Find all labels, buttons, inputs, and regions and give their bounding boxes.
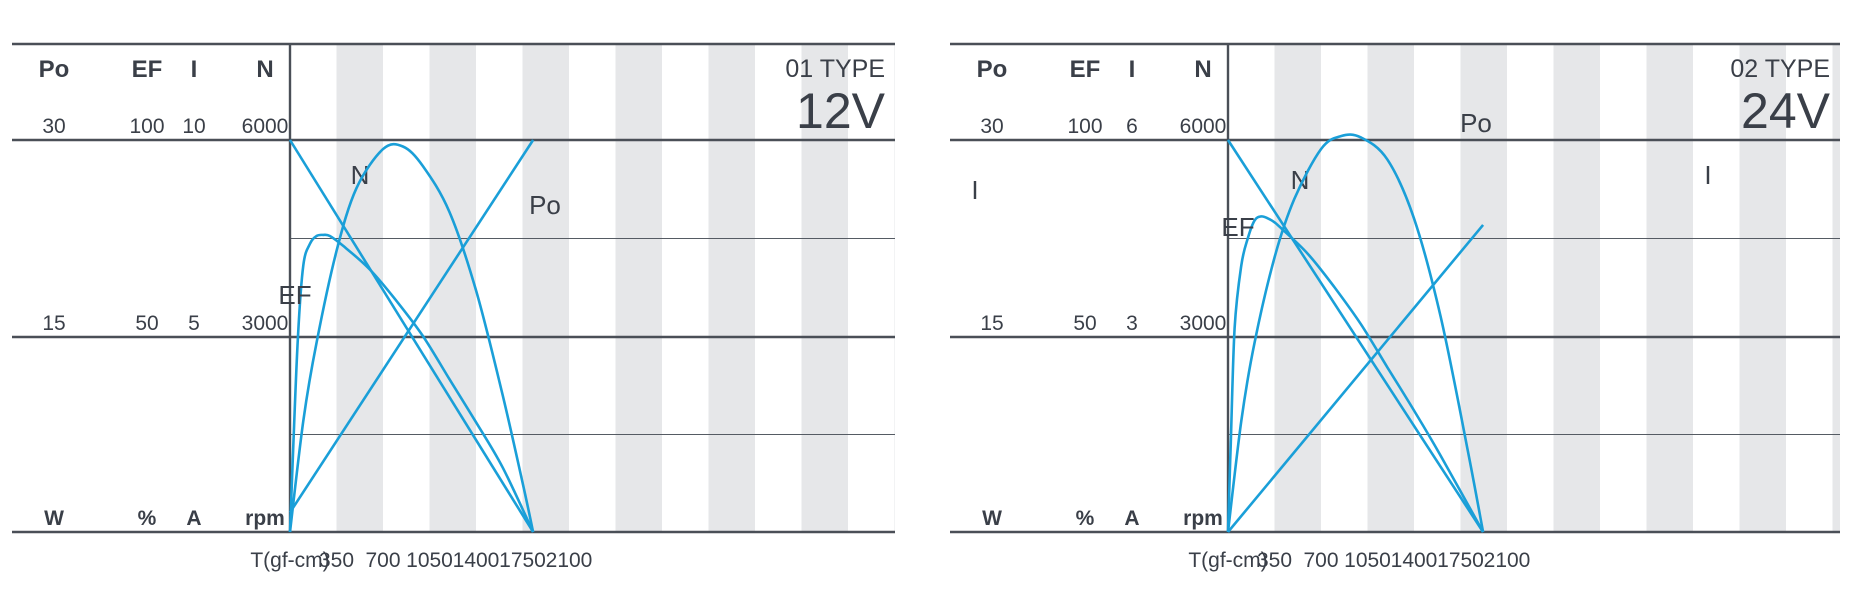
x-tick-label: 2100	[546, 549, 593, 572]
chart-type-title: 01 TYPE	[785, 55, 885, 83]
series-line-n	[1226, 139, 1485, 533]
x-tick-label: 700	[365, 549, 400, 572]
x-tick-label: 350	[1257, 549, 1292, 572]
axis-mid-n: 3000	[242, 312, 289, 335]
axis-unit-i: A	[1124, 507, 1139, 530]
axis-mid-n: 3000	[1180, 312, 1227, 335]
series-label-i: I	[971, 175, 978, 205]
series-line-ef	[1226, 215, 1485, 533]
grid-column	[708, 44, 755, 532]
grid-column	[801, 44, 848, 532]
axis-mid-ef: 50	[135, 312, 158, 335]
x-tick-label: 1750	[1437, 549, 1484, 572]
axis-name-ef: EF	[1070, 56, 1101, 83]
axis-unit-ef: %	[138, 507, 157, 530]
grid-column	[1832, 44, 1840, 532]
axis-mid-ef: 50	[1073, 312, 1096, 335]
grid-column	[1646, 44, 1693, 532]
series-label-i: I	[1704, 160, 1711, 190]
grid-column	[522, 44, 569, 532]
grid-column	[1367, 44, 1414, 532]
axis-max-po: 30	[42, 115, 65, 138]
x-tick-label: 1050	[406, 549, 453, 572]
grid-column	[615, 44, 662, 532]
axis-name-ef: EF	[132, 56, 163, 83]
series-line-po	[288, 142, 535, 533]
axis-name-po: Po	[39, 56, 70, 83]
series-label-po: Po	[1460, 108, 1492, 138]
chart-type-title: 02 TYPE	[1730, 55, 1830, 83]
x-tick-label: 700	[1303, 549, 1338, 572]
chart-panel-2: Po 30 15 W EF 100 50% I 6 3 A N 6000 3000 rpm 02 TYPE24…	[950, 42, 1840, 572]
axis-name-n: N	[1194, 56, 1211, 83]
axis-max-ef: 100	[1067, 115, 1102, 138]
axis-unit-n: rpm	[245, 507, 285, 530]
axis-unit-po: W	[44, 507, 64, 530]
grid-column	[336, 44, 383, 532]
axis-mid-i: 3	[1126, 312, 1138, 335]
axis-name-n: N	[256, 56, 273, 83]
axis-max-ef: 100	[129, 115, 164, 138]
series-line-n	[288, 139, 535, 533]
grid-column	[1739, 44, 1786, 532]
axis-max-n: 6000	[242, 115, 289, 138]
axis-name-i: I	[1129, 56, 1136, 83]
x-tick-label: 1750	[499, 549, 546, 572]
x-tick-label: 350	[319, 549, 354, 572]
axis-unit-n: rpm	[1183, 507, 1223, 530]
axis-unit-i: A	[186, 507, 201, 530]
axis-max-i: 10	[182, 115, 205, 138]
x-tick-label: 1400	[453, 549, 500, 572]
grid-column	[894, 44, 895, 532]
axis-unit-po: W	[982, 507, 1002, 530]
chart-voltage-title: 12V	[796, 83, 886, 139]
x-axis-label: T(gf-cm)	[1188, 549, 1267, 572]
x-axis-label: T(gf-cm)	[250, 549, 329, 572]
series-line-ef	[288, 233, 535, 533]
axis-mid-i: 5	[188, 312, 200, 335]
axis-max-po: 30	[980, 115, 1003, 138]
grid-column	[1274, 44, 1321, 532]
axis-name-po: Po	[977, 56, 1008, 83]
x-tick-label: 1050	[1344, 549, 1391, 572]
series-label-ef: EF	[1221, 212, 1254, 242]
series-label-ef: EF	[278, 280, 311, 310]
series-label-po: Po	[529, 190, 561, 220]
series-line-i	[1227, 224, 1485, 533]
axis-max-n: 6000	[1180, 115, 1227, 138]
x-tick-label: 2100	[1484, 549, 1531, 572]
axis-mid-po: 15	[42, 312, 65, 335]
x-tick-label: 1400	[1391, 549, 1438, 572]
series-label-n: N	[351, 160, 370, 190]
axis-max-i: 6	[1126, 115, 1138, 138]
axis-name-i: I	[191, 56, 198, 83]
series-line-i	[288, 139, 535, 514]
grid-column	[1553, 44, 1600, 532]
series-line-po	[1226, 133, 1485, 533]
chart-voltage-title: 24V	[1741, 83, 1831, 139]
axis-mid-po: 15	[980, 312, 1003, 335]
series-label-n: N	[1291, 165, 1310, 195]
axis-unit-ef: %	[1076, 507, 1095, 530]
